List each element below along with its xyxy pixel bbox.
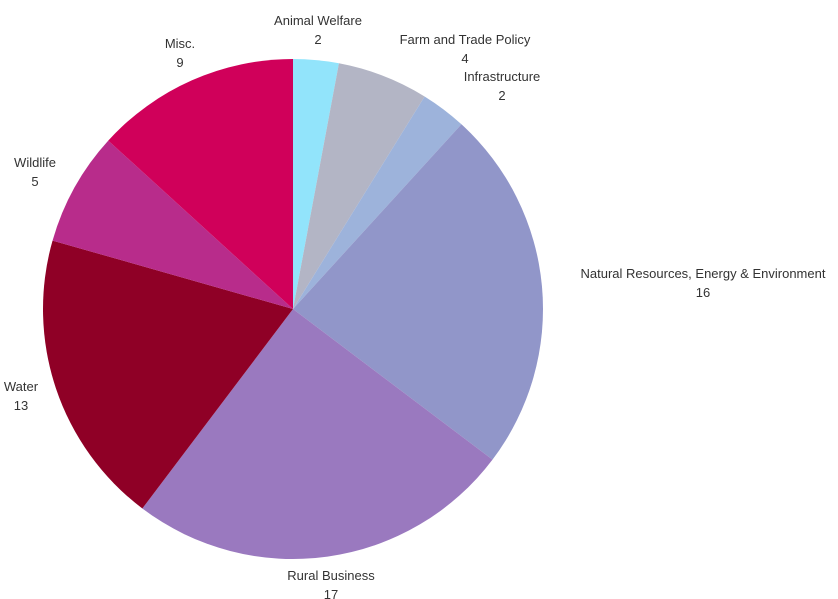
pie-slice-animal-welfare (293, 59, 339, 309)
pie-slice-water (42, 240, 294, 509)
pie-slice-wildlife (52, 140, 293, 309)
pie-slice-rural-business (142, 309, 493, 559)
slice-value: 16 (696, 285, 710, 300)
slice-value: 13 (14, 398, 28, 413)
pie-slice-infrastructure (293, 96, 462, 310)
slice-label: Water (4, 379, 39, 394)
slice-value: 4 (461, 51, 468, 66)
slice-label: Misc. (165, 36, 195, 51)
slice-label: Farm and Trade Policy (400, 32, 531, 47)
slice-label: Infrastructure (464, 69, 541, 84)
slice-value: 17 (324, 587, 338, 599)
slice-value: 2 (314, 32, 321, 47)
pie-slices (42, 59, 543, 559)
slice-value: 9 (176, 55, 183, 70)
slice-label: Natural Resources, Energy & Environment (581, 266, 826, 281)
slice-label: Animal Welfare (274, 13, 362, 28)
pie-slice-natural-resources-energy-environment (293, 124, 543, 460)
pie-slice-farm-and-trade-policy (293, 63, 425, 309)
slice-value: 2 (498, 88, 505, 103)
pie-slice-misc (108, 59, 293, 309)
slice-label: Wildlife (14, 155, 56, 170)
slice-value: 5 (31, 174, 38, 189)
slice-label: Rural Business (287, 568, 375, 583)
pie-labels: Animal Welfare 2 Farm and Trade Policy 4 Inf… (4, 13, 826, 599)
